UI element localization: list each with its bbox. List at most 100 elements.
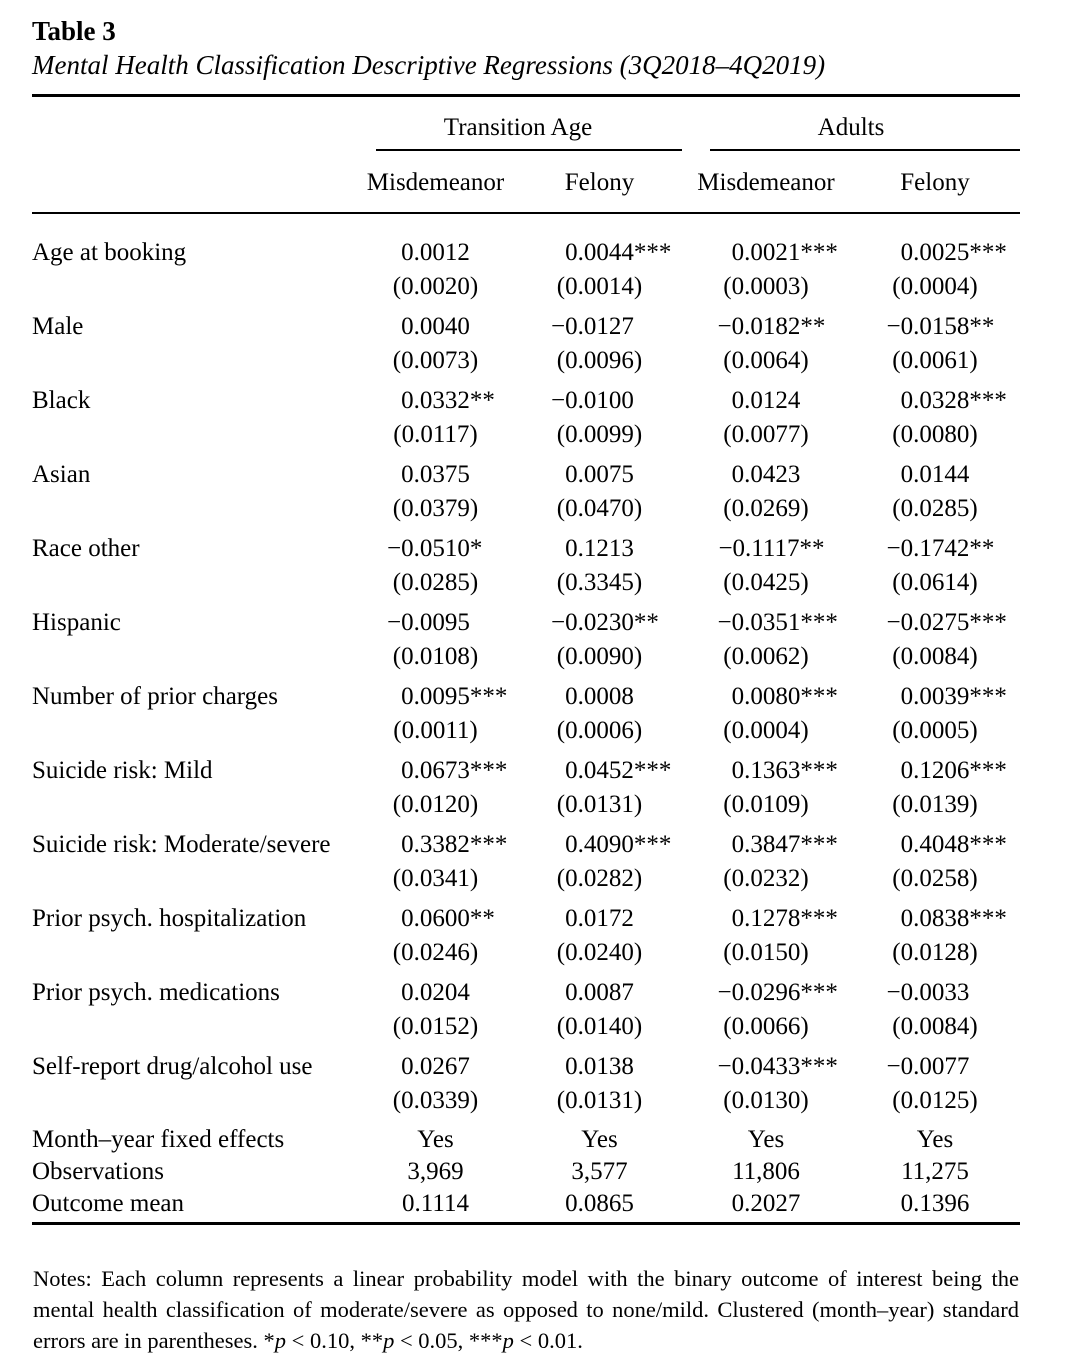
table-row: Number of prior charges 0.0095 *** 0.0008 0.…: [32, 680, 1020, 748]
standard-error-cell: (0.0339): [354, 1084, 517, 1118]
cell-value: (0.0066): [723, 1013, 809, 1040]
cell-value: (0.0282): [556, 865, 643, 892]
coefficient-cell: 0.0008: [517, 680, 682, 714]
standard-error-line: (0.0120) (0.0131) (0.0109) (0.0139): [32, 788, 1020, 822]
column-header-ta-felony: Felony: [564, 169, 635, 196]
coefficient-cell: 0.0838 ***: [850, 902, 1020, 936]
cell-value: 3,969: [407, 1158, 464, 1185]
cell-value: −0.0433 ***: [718, 1050, 838, 1084]
standard-error-cell: (0.0425): [682, 566, 850, 600]
group-label-adults: Adults: [817, 114, 885, 141]
table-row: Prior psych. medications 0.0204 0.0087 −0.0…: [32, 976, 1020, 1044]
cell-value: 0.0328 ***: [901, 384, 1007, 418]
cell-value: (0.0062): [723, 643, 809, 670]
cell-value: 0.3382 ***: [401, 828, 507, 862]
cell-value: 0.0452 ***: [565, 754, 671, 788]
significance-item: ***p < 0.01.: [469, 1328, 583, 1353]
summary-value-cell: Yes: [354, 1124, 517, 1156]
significance-stars: *: [263, 1328, 275, 1353]
coefficient-cell: −0.0182 **: [682, 310, 850, 344]
summary-value-cell: Yes: [850, 1124, 1020, 1156]
cell-value: (0.0285): [892, 495, 978, 522]
cell-value: −0.0077: [887, 1050, 970, 1084]
minus-sign: −: [717, 313, 732, 340]
standard-error-cell: (0.0061): [850, 344, 1020, 378]
significance-item: *p < 0.10,: [264, 1328, 361, 1353]
coefficient-cell: 0.0025 ***: [850, 236, 1020, 270]
cell-value: 3,577: [571, 1158, 628, 1185]
cell-value: (0.0232): [723, 865, 809, 892]
row-label: Black: [32, 387, 91, 414]
significance-stars: *: [469, 535, 483, 562]
significance-stars: ***: [468, 1328, 503, 1353]
significance-legend: *p < 0.10, **p < 0.05, ***p < 0.01.: [264, 1328, 583, 1353]
cell-value: −0.1742 **: [887, 532, 995, 566]
table-row: Male 0.0040−0.0127−0.0182 ** −0.0158 ** (0.00…: [32, 310, 1020, 378]
standard-error-line: (0.0117) (0.0099) (0.0077) (0.0080): [32, 418, 1020, 452]
minus-sign: −: [717, 609, 732, 636]
row-label: Self-report drug/alcohol use: [32, 1053, 313, 1080]
p-threshold: < 0.05,: [394, 1328, 469, 1353]
bottom-rule: [32, 1222, 1020, 1225]
cell-value: 0.0008: [565, 683, 634, 710]
row-label-spacer: [32, 344, 354, 378]
coefficient-cell: 0.1206 ***: [850, 754, 1020, 788]
group-underline-transition-age: [376, 149, 682, 151]
cell-value: (0.0064): [723, 347, 809, 374]
coefficient-cell: −0.1742 **: [850, 532, 1020, 566]
p-threshold: < 0.01.: [513, 1328, 583, 1353]
coefficient-cell: 0.0124: [682, 384, 850, 418]
significance-stars: ***: [969, 387, 1007, 414]
minus-sign: −: [886, 1053, 901, 1080]
coefficient-cell: −0.0275 ***: [850, 606, 1020, 640]
cell-value: 0.1278 ***: [732, 902, 838, 936]
standard-error-line: (0.0246) (0.0240) (0.0150) (0.0128): [32, 936, 1020, 970]
significance-stars: ***: [800, 831, 838, 858]
standard-error-line: (0.0020) (0.0014) (0.0003) (0.0004): [32, 270, 1020, 304]
coefficient-cell: 0.0039 ***: [850, 680, 1020, 714]
standard-error-cell: (0.0064): [682, 344, 850, 378]
cell-value: 0.2027: [731, 1190, 801, 1217]
significance-stars: ***: [633, 757, 672, 784]
minus-sign: −: [551, 313, 566, 340]
summary-row: Observations 3,969 3,577 11,806 11,275: [32, 1156, 1020, 1188]
coefficient-cell: 0.0452 ***: [517, 754, 682, 788]
standard-error-cell: (0.0005): [850, 714, 1020, 748]
significance-stars: ***: [969, 239, 1007, 266]
cell-value: −0.1117 **: [718, 532, 824, 566]
coefficient-cell: −0.0100: [517, 384, 682, 418]
coefficient-cell: 0.0138: [517, 1050, 682, 1084]
cell-value: (0.0014): [556, 273, 643, 300]
significance-stars: ***: [800, 683, 838, 710]
significance-stars: ***: [969, 683, 1007, 710]
coefficient-cell: −0.0433 ***: [682, 1050, 850, 1084]
cell-value: Yes: [581, 1126, 618, 1153]
summary-value-cell: 0.0865: [517, 1188, 682, 1220]
cell-value: (0.0084): [892, 1013, 978, 1040]
stub-cell: [32, 97, 354, 151]
p-variable: p: [502, 1328, 514, 1353]
significance-stars: ***: [969, 831, 1007, 858]
significance-stars: **: [799, 535, 825, 562]
cell-value: (0.0425): [723, 569, 809, 596]
standard-error-cell: (0.0084): [850, 1010, 1020, 1044]
significance-stars: ***: [800, 979, 838, 1006]
header-rule: [32, 212, 1020, 214]
standard-error-cell: (0.0139): [850, 788, 1020, 822]
cell-value: (0.0004): [892, 273, 978, 300]
significance-stars: ***: [469, 683, 508, 710]
cell-value: (0.0109): [723, 791, 809, 818]
standard-error-cell: (0.0096): [517, 344, 682, 378]
p-variable: p: [274, 1328, 287, 1353]
coefficient-cell: 0.1213: [517, 532, 682, 566]
cell-value: 0.1363 ***: [732, 754, 838, 788]
cell-value: (0.0117): [393, 421, 478, 448]
coefficient-cell: 0.4048 ***: [850, 828, 1020, 862]
standard-error-line: (0.0285) (0.3345) (0.0425) (0.0614): [32, 566, 1020, 600]
cell-value: (0.0240): [556, 939, 643, 966]
cell-value: (0.0339): [392, 1087, 479, 1114]
cell-value: (0.0004): [723, 717, 809, 744]
coefficient-cell: −0.0127: [517, 310, 682, 344]
significance-stars: ***: [800, 1053, 838, 1080]
